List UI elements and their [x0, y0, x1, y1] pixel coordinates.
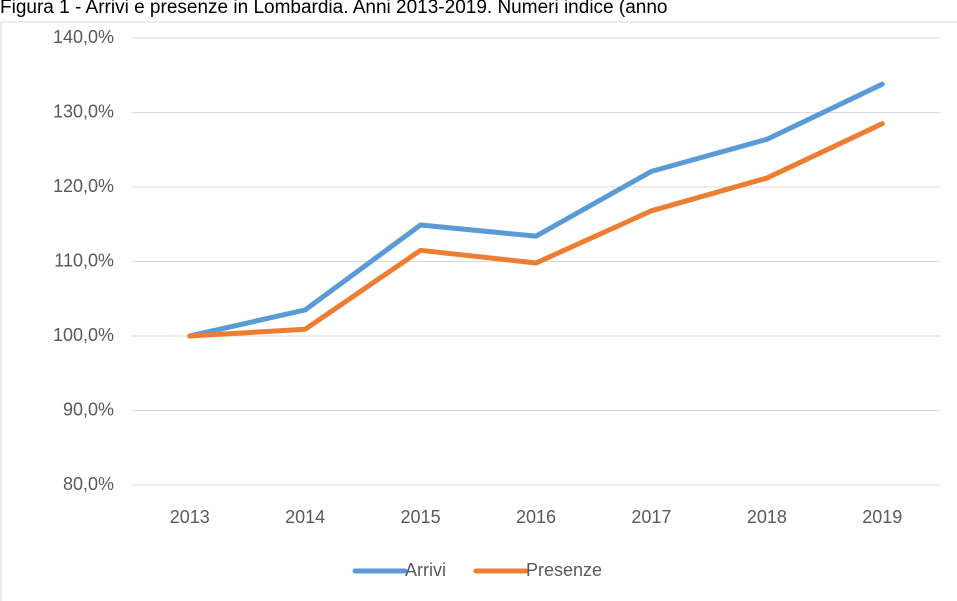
x-tick-label: 2015 [401, 507, 441, 527]
series-line [187, 121, 885, 339]
y-tick-label: 110,0% [54, 250, 114, 270]
chart-frame [0, 21, 957, 601]
y-tick-label: 90,0% [63, 399, 114, 419]
legend-label: Arrivi [405, 560, 446, 580]
y-tick-label: 140,0% [53, 27, 114, 47]
y-tick-label: 80,0% [63, 474, 114, 494]
x-tick-label: 2013 [170, 507, 210, 527]
x-tick-label: 2016 [516, 507, 556, 527]
x-tick-label: 2018 [747, 507, 787, 527]
y-tick-label: 100,0% [53, 325, 114, 345]
chart-title: Figura 1 - Arrivi e presenze in Lombardi… [0, 0, 667, 18]
series-line [187, 81, 885, 339]
x-tick-label: 2017 [631, 507, 671, 527]
y-tick-label: 130,0% [53, 101, 114, 121]
x-tick-label: 2014 [285, 507, 325, 527]
legend-label: Presenze [526, 560, 602, 580]
x-tick-label: 2019 [862, 507, 902, 527]
y-tick-label: 120,0% [53, 176, 114, 196]
